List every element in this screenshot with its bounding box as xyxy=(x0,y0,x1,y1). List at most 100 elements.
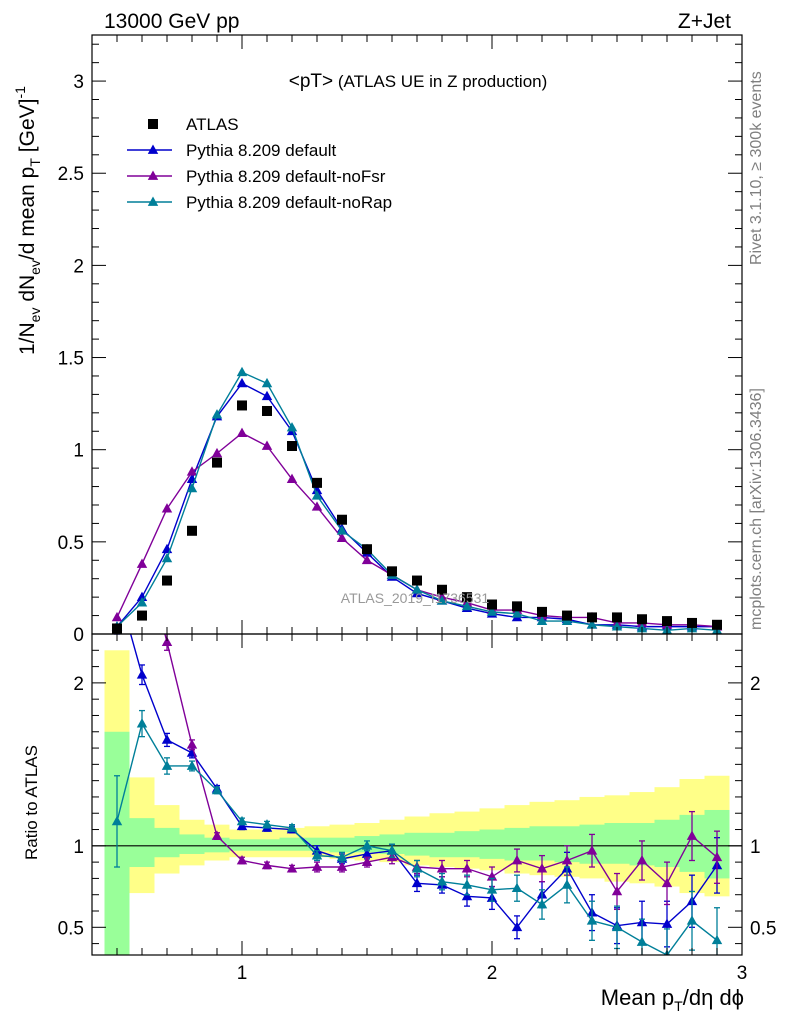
band-inner-bin xyxy=(529,826,555,861)
data-point xyxy=(362,544,372,555)
series-point xyxy=(336,525,348,535)
legend-item: ATLAS xyxy=(148,115,239,134)
legend-item: Pythia 8.209 default xyxy=(127,141,337,160)
ratio-series xyxy=(111,514,723,955)
series-point xyxy=(311,484,323,495)
series-point xyxy=(261,440,273,450)
ratio-point xyxy=(686,830,698,840)
ratio-point xyxy=(411,863,423,873)
data-point xyxy=(537,606,547,617)
ratio-point xyxy=(561,879,573,889)
y-tick-label: 3 xyxy=(73,72,84,93)
legend: ATLAS Pythia 8.209 default Pythia 8.209 de… xyxy=(127,115,392,212)
ratio-point xyxy=(436,876,448,886)
ratio-point xyxy=(136,669,148,679)
data-point xyxy=(412,575,422,586)
series-point xyxy=(436,595,448,605)
legend-marker xyxy=(148,119,158,129)
ratio-point xyxy=(211,784,223,795)
ratio-point xyxy=(236,815,248,826)
main-panel: ATLAS_2019_I1736531 0 0.5 1 1.5 2 2.5 3 ATLAS Pyt… xyxy=(58,34,743,646)
ratio-point xyxy=(336,851,348,862)
y-tick-label: 2.5 xyxy=(58,164,84,185)
ratio-point xyxy=(311,850,323,860)
band-inner-bin xyxy=(129,818,155,868)
ratio-tick-label-left: 2 xyxy=(73,674,84,695)
series-point xyxy=(311,501,323,511)
ratio-point xyxy=(536,863,548,873)
plot-title-main: <pT> xyxy=(289,71,333,92)
series-point xyxy=(286,422,298,432)
data-point xyxy=(387,566,397,577)
series-point xyxy=(236,427,248,437)
ratio-point xyxy=(636,854,648,865)
ratio-point xyxy=(361,848,373,858)
ratio-point xyxy=(611,921,623,932)
series-point xyxy=(311,490,323,500)
band-inner-bin xyxy=(154,827,180,858)
band-inner-bin xyxy=(604,823,630,864)
ratio-point xyxy=(386,845,398,855)
series-point xyxy=(136,597,148,607)
series-point xyxy=(236,377,248,388)
ratio-point xyxy=(361,840,373,850)
rivet-label: Rivet 3.1.10, ≥ 300k events xyxy=(748,71,765,265)
ratio-point xyxy=(636,936,648,946)
x-axis-label: Mean pT/dη dϕ xyxy=(601,985,744,1014)
band-inner-bin xyxy=(404,832,430,856)
ratio-point xyxy=(436,863,448,873)
band-inner-bin xyxy=(229,839,255,851)
y-tick-label: 2 xyxy=(73,256,84,277)
ratio-point xyxy=(137,539,147,548)
ratio-point xyxy=(161,636,173,646)
data-point xyxy=(462,592,472,603)
band-inner-bin xyxy=(479,829,505,859)
data-point xyxy=(287,441,297,452)
uncertainty-bands xyxy=(104,650,730,955)
ratio-point xyxy=(661,918,673,928)
series-point xyxy=(236,366,248,377)
ratio-tick-label-left: 0.5 xyxy=(58,918,84,939)
ratio-point xyxy=(136,718,148,728)
series-point xyxy=(511,608,523,618)
band-inner-bin xyxy=(329,837,355,853)
band-inner-bin xyxy=(254,839,280,851)
series-point xyxy=(361,554,373,565)
legend-label: Pythia 8.209 default-noFsr xyxy=(186,167,386,186)
y-tick-label: 1 xyxy=(73,441,84,462)
legend-item: Pythia 8.209 default-noFsr xyxy=(127,167,386,186)
ratio-point xyxy=(186,739,198,749)
y-tick-label: 0.5 xyxy=(58,533,84,554)
ratio-point xyxy=(261,819,273,829)
ratio-point xyxy=(336,861,348,871)
data-point xyxy=(437,584,447,595)
header-left: 13000 GeV pp xyxy=(104,10,239,33)
data-point xyxy=(187,525,197,536)
legend-marker xyxy=(147,170,159,180)
ratio-point xyxy=(711,851,723,862)
data-point xyxy=(637,614,647,625)
main-series xyxy=(111,366,723,634)
band-inner-bin xyxy=(304,837,330,851)
ratio-point xyxy=(112,514,122,523)
ratio-point xyxy=(236,854,248,865)
series-point xyxy=(461,600,473,611)
series-point xyxy=(211,447,223,458)
legend-label: ATLAS xyxy=(186,115,239,134)
x-tick-label: 2 xyxy=(487,963,498,984)
ratio-point xyxy=(561,854,573,865)
ratio-point xyxy=(161,760,173,770)
ratio-point xyxy=(511,854,523,865)
ratio-point xyxy=(711,934,723,945)
series-point xyxy=(336,532,348,543)
ratio-point xyxy=(261,859,273,870)
data-point xyxy=(137,610,147,621)
ratio-point xyxy=(511,921,523,932)
ratio-point xyxy=(461,890,473,901)
data-point xyxy=(487,599,497,610)
y-tick-label: 1.5 xyxy=(58,349,84,370)
ratio-point xyxy=(461,879,473,889)
ratio-point xyxy=(112,580,122,589)
data-point xyxy=(212,457,222,468)
